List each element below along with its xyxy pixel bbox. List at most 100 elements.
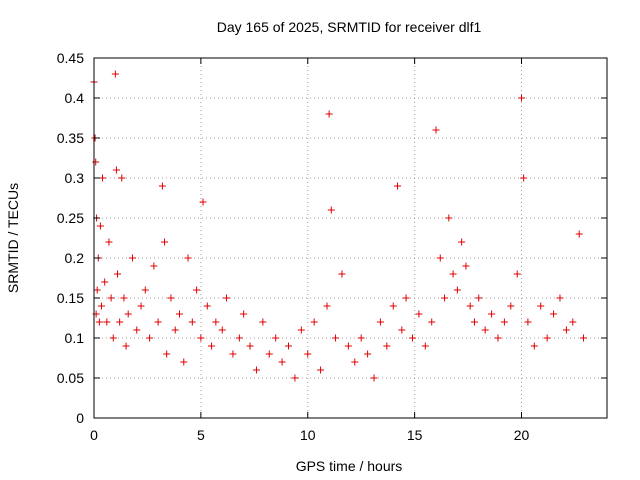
data-point (92, 158, 100, 166)
data-point (171, 326, 179, 334)
chart-title: Day 165 of 2025, SRMTID for receiver dlf… (217, 19, 482, 35)
data-point (364, 350, 372, 358)
data-point (428, 318, 436, 326)
data-point (458, 238, 466, 246)
data-point (93, 286, 101, 294)
data-point (180, 358, 188, 366)
data-point (208, 342, 216, 350)
data-point (163, 350, 171, 358)
data-point (530, 342, 538, 350)
y-tick-label: 0.45 (57, 50, 84, 66)
data-point (252, 366, 260, 374)
data-point (421, 342, 429, 350)
data-point (218, 326, 226, 334)
data-point (229, 350, 237, 358)
data-point (575, 230, 583, 238)
data-point (470, 318, 478, 326)
data-point (436, 254, 444, 262)
data-point (466, 302, 474, 310)
data-point (109, 334, 117, 342)
data-point (188, 318, 196, 326)
data-point (432, 126, 440, 134)
data-point (507, 302, 515, 310)
data-point (524, 318, 532, 326)
data-point (543, 334, 551, 342)
x-axis-label: GPS time / hours (296, 458, 403, 474)
data-point (154, 318, 162, 326)
data-point (344, 342, 352, 350)
data-point (272, 334, 280, 342)
data-point (304, 350, 312, 358)
data-point (278, 358, 286, 366)
data-point (124, 310, 132, 318)
data-point (310, 318, 318, 326)
data-point (556, 294, 564, 302)
data-point (389, 302, 397, 310)
y-tick-label: 0.2 (65, 250, 85, 266)
data-point (453, 286, 461, 294)
data-point (351, 358, 359, 366)
data-point (445, 214, 453, 222)
data-point (101, 278, 109, 286)
grid-layer (94, 58, 607, 418)
data-point (120, 294, 128, 302)
data-point (223, 294, 231, 302)
y-tick-label: 0.35 (57, 130, 84, 146)
data-point (158, 182, 166, 190)
data-point (562, 326, 570, 334)
data-point (494, 334, 502, 342)
data-point (579, 334, 587, 342)
data-point (327, 206, 335, 214)
data-point (537, 302, 545, 310)
y-tick-label: 0.05 (57, 370, 84, 386)
data-point (161, 238, 169, 246)
data-point (150, 262, 158, 270)
data-point (500, 318, 508, 326)
x-tick-label: 0 (90, 427, 98, 443)
data-point (122, 342, 130, 350)
data-point (96, 222, 104, 230)
data-point (116, 318, 124, 326)
y-tick-label: 0 (76, 410, 84, 426)
data-point (462, 262, 470, 270)
data-point (199, 198, 207, 206)
data-point (146, 334, 154, 342)
data-point (402, 294, 410, 302)
data-point (184, 254, 192, 262)
data-point (415, 310, 423, 318)
data-point (133, 326, 141, 334)
y-tick-label: 0.3 (65, 170, 85, 186)
data-point (112, 166, 120, 174)
data-point (95, 318, 103, 326)
data-point (291, 374, 299, 382)
data-point (128, 254, 136, 262)
data-point (107, 294, 115, 302)
data-point (240, 310, 248, 318)
y-tick-label: 0.1 (65, 330, 85, 346)
data-point (338, 270, 346, 278)
x-tick-label: 10 (300, 427, 316, 443)
plot-frame (93, 57, 608, 419)
y-tick-label: 0.25 (57, 210, 84, 226)
data-point (357, 334, 365, 342)
data-point (114, 270, 122, 278)
data-point (488, 310, 496, 318)
data-point (297, 326, 305, 334)
data-point (475, 294, 483, 302)
data-point (118, 174, 126, 182)
data-point (99, 174, 107, 182)
data-point (569, 318, 577, 326)
data-points (90, 70, 587, 382)
data-point (394, 182, 402, 190)
data-point (141, 286, 149, 294)
data-point (520, 174, 528, 182)
data-point (212, 318, 220, 326)
data-point (265, 350, 273, 358)
data-point (111, 70, 119, 78)
data-point (103, 318, 111, 326)
axis-ticks: 0 0.05 0.1 0.15 0.2 0.25 0.3 0.35 0.4 0.45 0 5 10 15 2… (57, 50, 607, 443)
data-point (285, 342, 293, 350)
data-point (176, 310, 183, 318)
x-tick-label: 20 (514, 427, 530, 443)
